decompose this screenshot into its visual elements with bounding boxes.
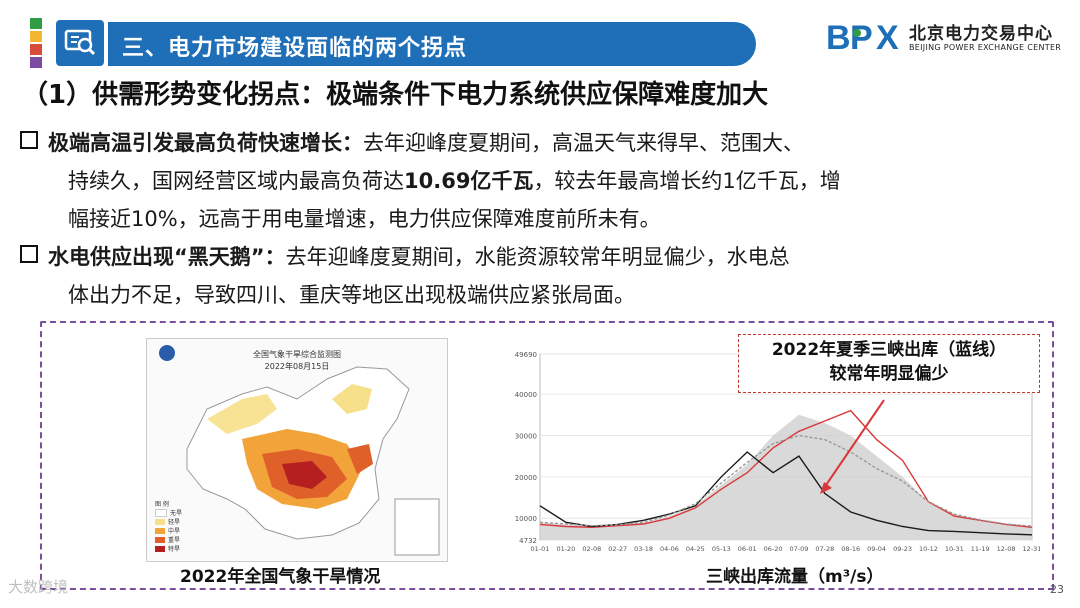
- x-tick-label: 08-16: [841, 545, 860, 553]
- x-tick-label: 01-01: [531, 545, 550, 553]
- bullet-text: ，较去年最高增长约1亿千瓦，增: [533, 169, 841, 193]
- map-legend: 图 例 无旱 轻旱 中旱 重旱 特旱: [155, 499, 209, 553]
- color-bar: [30, 57, 42, 68]
- x-tick-label: 02-08: [582, 545, 601, 553]
- bullet-text: 持续久，国网经营区域内最高负荷达: [68, 169, 404, 193]
- legend-title: 图 例: [155, 501, 169, 508]
- logo-name-cn: 北京电力交易中心: [909, 24, 1053, 44]
- watermark: 大数跨境: [8, 578, 69, 596]
- y-tick-label: 30000: [515, 432, 537, 440]
- x-tick-label: 07-09: [790, 545, 809, 553]
- bullet-box-icon: [20, 131, 38, 149]
- figure-frame: [40, 321, 1054, 590]
- x-tick-label: 10-31: [945, 545, 964, 553]
- chart-caption: 三峡出库流量（m³/s）: [706, 567, 884, 587]
- legend-item: 轻旱: [155, 517, 209, 526]
- x-tick-label: 10-12: [919, 545, 938, 553]
- bpx-logo-mark: B P X: [826, 19, 899, 57]
- highlight-value: 10.69亿千瓦: [404, 169, 534, 193]
- callout-arrow-head: [820, 482, 832, 494]
- page-number: 23: [1050, 583, 1064, 596]
- map-inner-date: 2022年08月15日: [264, 362, 330, 371]
- y-tick-label: 20000: [515, 474, 537, 482]
- x-tick-label: 02-27: [608, 545, 627, 553]
- accent-color-bars: [30, 18, 42, 70]
- legend-item: 中旱: [155, 526, 209, 535]
- map-caption: 2022年全国气象干旱情况: [180, 567, 381, 587]
- bullet-line: 幅接近10%，远高于用电量增速，电力供应保障难度前所未有。: [68, 207, 661, 231]
- drought-map-image: 全国气象干旱综合监测图 2022年08月15日 图 例 无旱 轻旱 中旱 重旱 …: [146, 338, 448, 562]
- callout-line-1: 2022年夏季三峡出库（蓝线）: [771, 340, 1007, 360]
- bullet-line: 持续久，国网经营区域内最高负荷达10.69亿千瓦，较去年最高增长约1亿千瓦，增: [20, 162, 1070, 200]
- x-tick-label: 09-23: [893, 545, 912, 553]
- legend-item: 重旱: [155, 535, 209, 544]
- svg-text:B: B: [826, 19, 851, 57]
- x-tick-label: 12-08: [997, 545, 1016, 553]
- x-tick-label: 04-06: [660, 545, 679, 553]
- logo-name-en: BEIJING POWER EXCHANGE CENTER: [909, 43, 1062, 52]
- series-area: [540, 414, 1032, 540]
- bpx-logo: B P X 北京电力交易中心 BEIJING POWER EXCHANGE CE…: [826, 15, 1066, 61]
- color-bar: [30, 31, 42, 42]
- legend-item: 特旱: [155, 544, 209, 553]
- bullet-point-1: 极端高温引发最高负荷快速增长：去年迎峰度夏期间，高温天气来得早、范围大、 持续久…: [20, 124, 1070, 238]
- section-title: 三、电力市场建设面临的两个拐点: [122, 36, 468, 61]
- x-tick-label: 11-19: [971, 545, 990, 553]
- bullet-box-icon: [20, 245, 38, 263]
- y-tick-label: 49690: [515, 351, 537, 359]
- bullet-text: 去年迎峰度夏期间，高温天气来得早、范围大、: [363, 131, 804, 155]
- map-inner-title: 全国气象干旱综合监测图: [253, 350, 341, 359]
- y-tick-label: 4732: [519, 537, 537, 545]
- x-tick-label: 12-31: [1023, 545, 1040, 553]
- monitor-search-icon: [56, 20, 104, 66]
- bullet-text: 去年迎峰度夏期间，水能资源较常年明显偏少，水电总: [285, 245, 790, 269]
- chart-callout: 2022年夏季三峡出库（蓝线） 较常年明显偏少: [738, 334, 1040, 393]
- legend-item: 无旱: [155, 508, 209, 517]
- china-map-illustration: [159, 345, 440, 556]
- callout-line-2: 较常年明显偏少: [829, 364, 949, 384]
- callout-arrow: [823, 399, 885, 489]
- x-tick-label: 04-25: [686, 545, 705, 553]
- x-tick-label: 06-01: [738, 545, 757, 553]
- x-tick-label: 01-20: [556, 545, 575, 553]
- x-tick-label: 07-28: [815, 545, 834, 553]
- x-tick-label: 05-13: [712, 545, 731, 553]
- svg-text:P: P: [850, 19, 873, 57]
- bullet-line: 体出力不足，导致四川、重庆等地区出现极端供应紧张局面。: [68, 283, 635, 307]
- y-tick-label: 10000: [515, 515, 537, 523]
- bullet-heading: 极端高温引发最高负荷快速增长：: [48, 131, 363, 155]
- y-tick-label: 40000: [515, 391, 537, 399]
- color-bar: [30, 44, 42, 55]
- x-tick-label: 09-04: [867, 545, 886, 553]
- bullet-heading: 水电供应出现“黑天鹅”：: [48, 245, 286, 269]
- section-title-bar: 三、电力市场建设面临的两个拐点: [108, 22, 756, 66]
- bullet-point-2: 水电供应出现“黑天鹅”：去年迎峰度夏期间，水能资源较常年明显偏少，水电总 体出力…: [20, 238, 1070, 314]
- series-line-3: [539, 434, 1033, 527]
- x-tick-label: 06-20: [764, 545, 783, 553]
- color-bar: [30, 18, 42, 29]
- slide-subtitle: （1）供需形势变化拐点：极端条件下电力系统供应保障难度加大: [22, 80, 769, 110]
- svg-text:X: X: [876, 19, 899, 57]
- x-tick-label: 03-18: [634, 545, 653, 553]
